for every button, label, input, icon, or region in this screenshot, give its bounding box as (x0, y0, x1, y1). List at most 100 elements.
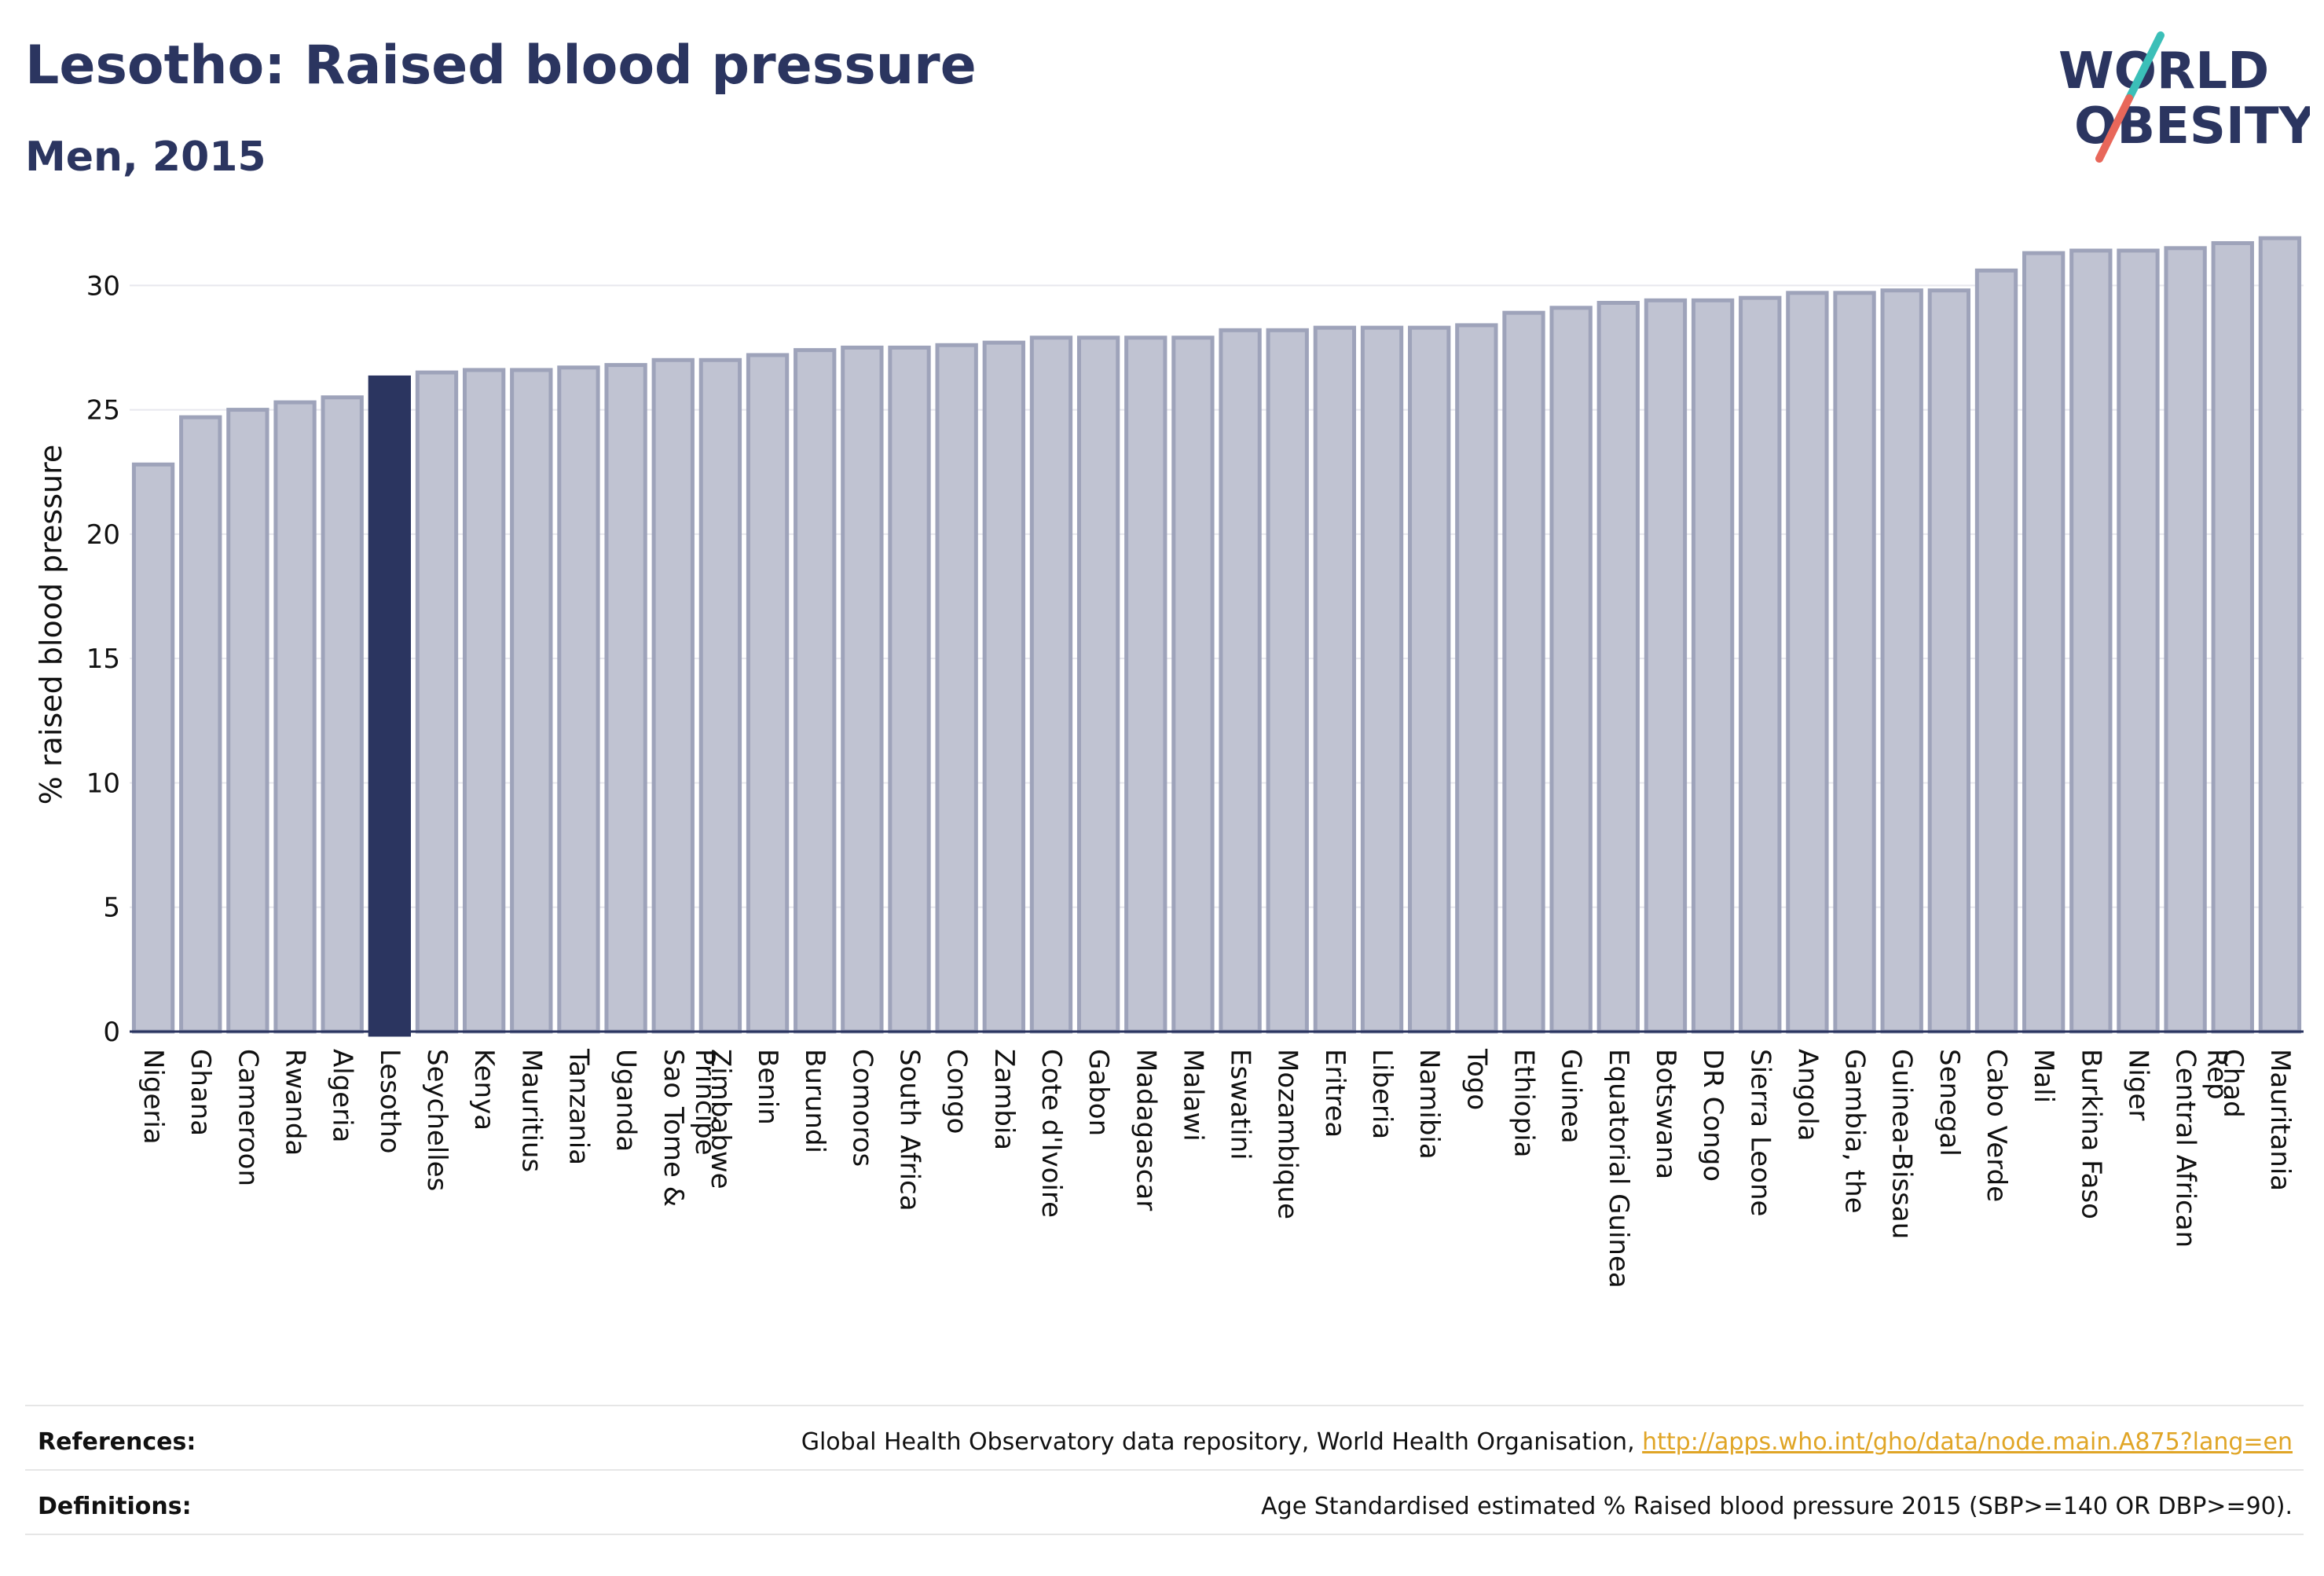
y-tick-label: 15 (86, 643, 120, 675)
bar-comoros (841, 345, 884, 1034)
x-tick-label: Niger (2122, 1049, 2154, 1120)
bar-eritrea (1313, 325, 1357, 1034)
chart-title: Lesotho: Raised blood pressure (25, 35, 977, 97)
references-text: Global Health Observatory data repositor… (801, 1428, 2293, 1456)
bar-ghana (179, 415, 222, 1034)
x-tick-label: Mozambique (1272, 1049, 1303, 1219)
bar-angola (1786, 291, 1829, 1034)
bar-zimbabwe (698, 357, 742, 1034)
bar-mauritania (2258, 236, 2302, 1034)
footer-divider-top (25, 1405, 2304, 1406)
footer-divider-middle (25, 1469, 2304, 1471)
x-tick-label: Guinea-Bissau (1886, 1049, 1918, 1239)
x-tick-label: Togo (1461, 1048, 1492, 1110)
x-tick-label: Lesotho (374, 1049, 405, 1153)
bar-sierra-leone (1739, 295, 1782, 1034)
bar-malawi (1171, 335, 1215, 1034)
x-tick-label: Benin (752, 1049, 783, 1125)
bar-tanzania (557, 365, 600, 1034)
bar-congo (935, 343, 978, 1034)
x-tick-label: Burundi (799, 1049, 830, 1153)
x-tick-label: Zambia (988, 1049, 1020, 1150)
logo-slash-top (2125, 31, 2165, 102)
y-tick-label: 10 (86, 768, 120, 799)
definitions-label: Definitions: (38, 1493, 192, 1520)
bar-zambia (982, 340, 1025, 1034)
y-tick-label: 20 (86, 519, 120, 551)
references-link[interactable]: http://apps.who.int/gho/data/node.main.A… (1642, 1428, 2293, 1456)
y-tick-label: 25 (86, 395, 120, 427)
logo-slash-bottom (2095, 94, 2133, 163)
x-tick-label: Namibia (1413, 1049, 1445, 1160)
bar-cabo-verde (1974, 268, 2018, 1034)
bar-madagascar (1124, 335, 1167, 1034)
x-tick-label: Mauritania (2264, 1049, 2296, 1191)
bar-central-african-rep (2164, 246, 2207, 1034)
x-tick-label: Ghana (185, 1049, 216, 1136)
bar-sao-tome-principe (651, 357, 695, 1034)
x-tick-label: Nigeria (137, 1049, 169, 1145)
x-tick-label: Gabon (1083, 1049, 1114, 1136)
x-tick-label: Eritrea (1319, 1049, 1351, 1138)
x-tick-label: Guinea (1556, 1049, 1587, 1144)
x-tick-label: Senegal (1934, 1049, 1965, 1156)
bar-seychelles (415, 370, 459, 1034)
references-label: References: (38, 1428, 196, 1456)
x-tick-label: Equatorial Guinea (1603, 1049, 1634, 1288)
bar-kenya (462, 368, 506, 1034)
x-tick-label: Kenya (468, 1049, 500, 1131)
x-tick-label: Sierra Leone (1744, 1049, 1776, 1216)
references-source: Global Health Observatory data repositor… (801, 1428, 1643, 1456)
bar-togo (1455, 323, 1498, 1034)
x-tick-label: South Africa (894, 1049, 926, 1211)
footer-divider-bottom (25, 1534, 2304, 1535)
bar-cameroon (226, 408, 269, 1034)
x-tick-label: Seychelles (421, 1049, 453, 1191)
world-obesity-logo: WORLD OBESITY (2058, 31, 2310, 163)
x-tick-label: Mali (2028, 1049, 2059, 1103)
bar-guinea (1549, 306, 1593, 1034)
x-tick-label: Malawi (1177, 1049, 1208, 1142)
bar-niger (2117, 248, 2160, 1034)
bar-lesotho (368, 375, 411, 1037)
x-tick-label: Cameroon (232, 1049, 263, 1186)
x-tick-label: Madagascar (1130, 1049, 1161, 1211)
y-tick-labels: 0 5 10 15 20 25 30 (86, 270, 120, 1048)
x-tick-label: Cote d'Ivoire (1036, 1049, 1067, 1218)
x-tick-label: Chad (2217, 1049, 2249, 1118)
x-tick-label: Uganda (610, 1049, 642, 1152)
bars (131, 236, 2302, 1037)
x-tick-label: Central AfricanRep (2170, 1049, 2233, 1248)
x-tick-label: Tanzania (563, 1048, 594, 1165)
bar-nigeria (131, 462, 175, 1034)
bar-mali (2022, 251, 2066, 1034)
x-tick-label: Comoros (846, 1049, 878, 1167)
x-tick-label: Ethiopia (1508, 1049, 1539, 1157)
bar-mozambique (1266, 328, 1309, 1034)
y-axis-label: % raised blood pressure (34, 445, 68, 805)
x-tick-label: Gambia, the (1839, 1049, 1871, 1214)
chart-subtitle: Men, 2015 (25, 134, 266, 181)
x-tick-label: Zimbabwe (705, 1049, 736, 1189)
bar-liberia (1360, 325, 1404, 1034)
bar-dr-congo (1691, 298, 1735, 1034)
bar-eswatini (1219, 328, 1262, 1034)
bar-benin (746, 353, 790, 1034)
bar-burkina-faso (2069, 248, 2113, 1034)
bar-guinea-bissau (1880, 288, 1923, 1034)
bar-burundi (794, 348, 837, 1034)
x-tick-label: Sao Tome &Principe (658, 1049, 720, 1207)
x-tick-label: Rwanda (280, 1049, 311, 1156)
bar-chart: 0 5 10 15 20 25 30 Nigeria Ghana Cameroon Rwanda A… (34, 236, 2304, 1288)
y-tick-label: 0 (103, 1017, 120, 1048)
bar-gabon (1076, 335, 1120, 1034)
x-tick-label: Cabo Verde (1981, 1049, 2012, 1202)
x-tick-labels: Nigeria Ghana Cameroon Rwanda Algeria Lesotho… (137, 1048, 2296, 1288)
bar-algeria (321, 395, 364, 1034)
bar-senegal (1927, 288, 1971, 1034)
x-tick-label: Botswana (1650, 1049, 1681, 1179)
x-tick-label: Angola (1791, 1049, 1823, 1141)
bar-botswana (1644, 298, 1688, 1034)
x-tick-label: DR Congo (1697, 1049, 1728, 1182)
y-tick-label: 5 (103, 892, 120, 924)
